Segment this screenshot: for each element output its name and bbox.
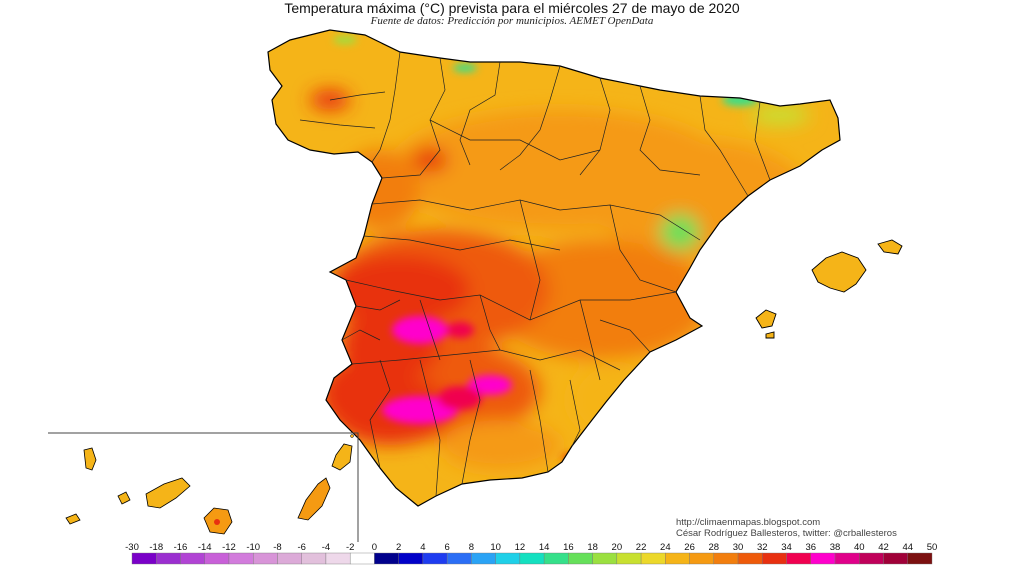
island-formentera (765, 331, 775, 339)
legend-tick-label: -12 (222, 542, 236, 553)
legend-tick-label: 4 (420, 542, 425, 553)
legend-tick-label: 44 (902, 542, 913, 553)
province-boundaries (299, 51, 771, 497)
island-la-palma (83, 447, 97, 471)
legend-tick-label: 2 (396, 542, 401, 553)
color-legend-ticks: -30 -18 -16 -14 -12 -10 -8 -6 -4 -2 0 2 4 6 8 10 12 14 16 1… (125, 542, 937, 553)
mainland-temperature-field (267, 29, 841, 507)
legend-tick-label: -4 (322, 542, 330, 553)
legend-swatch (616, 552, 642, 565)
legend-tick-label: 18 (587, 542, 598, 553)
legend-tick-label: 26 (684, 542, 695, 553)
canary-islands-inset (48, 432, 359, 542)
legend-tick-label: 20 (612, 542, 623, 553)
island-la-gomera (117, 491, 131, 505)
legend-swatch (665, 552, 690, 565)
legend-swatch (543, 552, 569, 565)
legend-swatch (713, 552, 739, 565)
island-fuerteventura (297, 477, 331, 521)
legend-tick-label: 16 (563, 542, 574, 553)
legend-swatch (180, 552, 205, 565)
legend-swatch (204, 552, 230, 565)
legend-swatch (374, 552, 399, 565)
legend-swatch (325, 552, 351, 565)
legend-swatch (471, 552, 496, 565)
island-lanzarote (331, 443, 353, 471)
legend-swatch (689, 552, 715, 565)
credit-url: http://climaenmapas.blogspot.com (676, 517, 821, 528)
legend-tick-label: -10 (246, 542, 260, 553)
balearic-islands (755, 239, 903, 339)
legend-tick-label: -2 (346, 542, 354, 553)
legend-swatch (131, 552, 157, 565)
legend-tick-label: 10 (490, 542, 501, 553)
legend-tick-label: -8 (273, 542, 281, 553)
legend-tick-label: -18 (149, 542, 163, 553)
legend-tick-label: 28 (709, 542, 720, 553)
legend-tick-label: 24 (660, 542, 671, 553)
legend-tick-label: 36 (805, 542, 816, 553)
legend-swatch (786, 552, 811, 565)
map-title: Temperatura máxima (°C) prevista para el… (284, 0, 740, 16)
legend-tick-label: 8 (469, 542, 474, 553)
legend-swatch (907, 552, 933, 565)
island-tenerife (145, 477, 191, 509)
legend-tick-label: 30 (733, 542, 744, 553)
legend-tick-label: -6 (297, 542, 305, 553)
island-ibiza (755, 309, 777, 329)
legend-tick-label: 0 (372, 542, 377, 553)
legend-swatch (301, 552, 327, 565)
legend-swatch (253, 552, 278, 565)
legend-swatch (640, 552, 666, 565)
map-subtitle: Fuente de datos: Predicción por municipi… (370, 15, 654, 27)
legend-swatch (495, 552, 521, 565)
legend-tick-label: 12 (515, 542, 526, 553)
legend-tick-label: 14 (539, 542, 550, 553)
legend-tick-label: 34 (781, 542, 792, 553)
inset-frame (48, 432, 359, 542)
legend-swatch (834, 552, 860, 565)
legend-swatch (883, 552, 908, 565)
legend-swatch (228, 552, 254, 565)
legend-tick-label: -14 (198, 542, 212, 553)
legend-tick-label: 40 (854, 542, 865, 553)
legend-tick-label: 38 (830, 542, 841, 553)
legend-tick-label: 32 (757, 542, 768, 553)
legend-swatch (762, 552, 787, 565)
island-menorca (877, 239, 903, 255)
credit-author: César Rodríguez Ballesteros, twitter: @c… (676, 528, 897, 539)
legend-swatch (277, 552, 302, 565)
legend-swatch (422, 552, 448, 565)
legend-swatch (446, 552, 472, 565)
legend-tick-label: 42 (878, 542, 889, 553)
island-mallorca (811, 251, 867, 293)
legend-swatch (592, 552, 618, 565)
legend-swatch (156, 552, 181, 565)
legend-swatch (859, 552, 884, 565)
legend-tick-label: 6 (445, 542, 450, 553)
legend-tick-label: -30 (125, 542, 139, 553)
legend-swatch (568, 552, 593, 565)
color-legend-bar (131, 552, 933, 565)
legend-swatch (519, 552, 545, 565)
legend-swatch (810, 552, 836, 565)
legend-tick-label: -16 (174, 542, 188, 553)
legend-tick-label: 50 (927, 542, 938, 553)
island-el-hierro (65, 513, 81, 525)
legend-swatch (737, 552, 763, 565)
legend-swatch (349, 552, 375, 565)
legend-swatch (398, 552, 424, 565)
legend-tick-label: 22 (636, 542, 647, 553)
